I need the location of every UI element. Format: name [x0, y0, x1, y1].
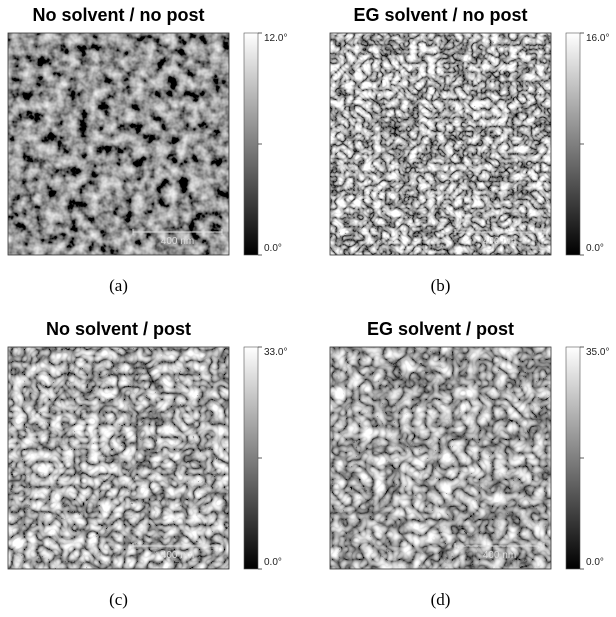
panel-title: No solvent / no post — [32, 5, 204, 25]
afm-image-border — [329, 346, 552, 570]
colorbar — [565, 346, 581, 570]
afm-image-border — [7, 346, 230, 570]
scale-bar-label: 400 nm — [161, 550, 194, 561]
colorbar-min: 0.0° — [586, 243, 604, 254]
panel-caption: (b) — [431, 276, 451, 295]
afm-image — [330, 347, 551, 569]
panel-caption: (c) — [109, 590, 128, 609]
colorbar-max: 16.0° — [586, 33, 609, 44]
panel-title: No solvent / post — [46, 319, 191, 339]
colorbar-min: 0.0° — [586, 557, 604, 568]
afm-image-border — [329, 32, 552, 256]
colorbar — [243, 346, 259, 570]
colorbar-min: 0.0° — [264, 557, 282, 568]
scale-bar-label: 400 nm — [483, 550, 516, 561]
scale-bar-label: 400 nm — [483, 236, 516, 247]
colorbar — [243, 32, 259, 256]
afm-image — [330, 33, 551, 255]
scale-bar-label: 400 nm — [161, 236, 194, 247]
colorbar — [565, 32, 581, 256]
panel-caption: (a) — [109, 276, 128, 295]
afm-image — [8, 33, 229, 255]
afm-image-border — [7, 32, 230, 256]
colorbar-max: 12.0° — [264, 33, 287, 44]
panel-title: EG solvent / no post — [353, 5, 527, 25]
afm-image — [8, 347, 229, 569]
panel-title: EG solvent / post — [367, 319, 514, 339]
panel-caption: (d) — [431, 590, 451, 609]
colorbar-min: 0.0° — [264, 243, 282, 254]
colorbar-max: 35.0° — [586, 347, 609, 358]
colorbar-max: 33.0° — [264, 347, 287, 358]
